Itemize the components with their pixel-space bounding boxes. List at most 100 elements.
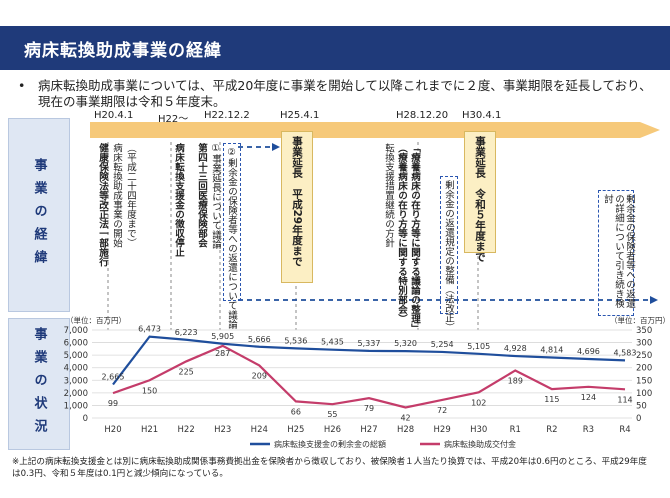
y-left-tick-label: 0 bbox=[83, 414, 88, 424]
y-right-tick-label: 350 bbox=[636, 326, 652, 336]
date-h20: H20.4.1 bbox=[94, 110, 134, 121]
data-label-s2: 115 bbox=[544, 395, 559, 404]
data-label-s2: 42 bbox=[400, 413, 410, 422]
date-h30: H30.4.1 bbox=[462, 110, 502, 121]
data-label-s1: 6,473 bbox=[138, 325, 161, 334]
data-label-s1: 5,254 bbox=[431, 340, 454, 349]
data-label-s1: 5,105 bbox=[467, 342, 490, 351]
data-label-s1: 5,536 bbox=[284, 336, 307, 345]
x-tick-label: R3 bbox=[583, 425, 594, 435]
x-tick-label: H27 bbox=[360, 425, 377, 435]
data-label-s1: 4,928 bbox=[504, 344, 527, 353]
data-label-s1: 2,665 bbox=[102, 372, 125, 381]
bullet: • bbox=[18, 78, 26, 93]
data-label-s2: 287 bbox=[215, 349, 230, 358]
y-right-tick-label: 100 bbox=[636, 389, 652, 399]
y-right-tick-label: 0 bbox=[636, 414, 641, 424]
future-review-box: 剰余金の保険者等への返還の詳細について引き続き検討 bbox=[598, 190, 635, 316]
event-continuation-policy: 転換支援措置継続の方針 bbox=[383, 143, 394, 248]
intro-text: 病床転換助成事業については、平成20年度に事業を開始して以降これまでに２度、事業… bbox=[38, 78, 652, 109]
page-title: 病床転換助成事業の経緯 bbox=[24, 41, 222, 61]
data-label-s1: 5,435 bbox=[321, 338, 344, 347]
data-label-s2: 124 bbox=[581, 393, 596, 402]
y-left-tick-label: 2,000 bbox=[64, 389, 88, 399]
x-tick-label: H28 bbox=[397, 425, 414, 435]
series-line-2 bbox=[112, 344, 626, 409]
legend-label-1: 病床転換支援金の剰余金の総額 bbox=[274, 439, 386, 449]
extension-box-2: 事業延長 令和５年度まで bbox=[464, 131, 496, 262]
data-label-s1: 6,223 bbox=[175, 328, 198, 337]
y-left-tick-label: 6,000 bbox=[64, 339, 88, 349]
event-insurance-committee: 第四十三回医療保険部会 bbox=[196, 143, 207, 248]
data-label-s1: 5,320 bbox=[394, 339, 417, 348]
data-label-s1: 4,814 bbox=[540, 345, 563, 354]
timeline-arrow bbox=[90, 122, 660, 138]
event-special-committee: （療養病床の在り方等に関する特別部会） bbox=[396, 143, 407, 324]
extension-box-1: 事業延長 平成29年度まで bbox=[281, 131, 313, 283]
y-left-tick-label: 7,000 bbox=[64, 326, 88, 336]
data-label-s1: 5,905 bbox=[211, 332, 234, 341]
section-label-history: 事業の経緯 bbox=[8, 118, 70, 312]
x-tick-label: H25 bbox=[287, 425, 304, 435]
event-law-revision: 剰余金の返還規定の整備（法改正） bbox=[443, 180, 454, 332]
y-right-tick-label: 300 bbox=[636, 339, 652, 349]
event-program-period: （平成二十四年度まで） bbox=[125, 143, 136, 248]
extension-1-text: 事業延長 平成29年度まで bbox=[291, 136, 303, 267]
arrow-head-1 bbox=[272, 143, 280, 151]
data-label-s1: 5,337 bbox=[358, 339, 381, 348]
date-h28: H28.12.20 bbox=[396, 110, 449, 121]
data-label-s2: 114 bbox=[617, 395, 632, 404]
x-tick-label: H21 bbox=[141, 425, 158, 435]
data-label-s2: 150 bbox=[142, 386, 157, 395]
legend-label-2: 病床転換助成交付金 bbox=[444, 439, 516, 449]
y-left-unit: （単位：百万円） bbox=[66, 315, 126, 325]
series-line-1 bbox=[112, 335, 626, 386]
date-h22-12: H22.12.2 bbox=[204, 110, 250, 121]
data-label-s2: 102 bbox=[471, 398, 486, 407]
y-right-tick-label: 50 bbox=[636, 401, 647, 411]
y-right-tick-label: 200 bbox=[636, 364, 652, 374]
y-left-tick-label: 5,000 bbox=[64, 351, 88, 361]
date-h25: H25.4.1 bbox=[280, 110, 320, 121]
x-tick-label: H24 bbox=[251, 425, 268, 435]
arrow-head-2 bbox=[650, 296, 658, 304]
data-label-s1: 4,696 bbox=[577, 347, 600, 356]
event-discussion-return: ②剰余金の保険者等への返還について議論 bbox=[226, 147, 237, 329]
section-label-history-text: 事業の経緯 bbox=[31, 157, 47, 273]
continuation-arrows bbox=[238, 146, 650, 301]
y-right-unit: （単位：百万円） bbox=[610, 315, 670, 325]
x-tick-label: H20 bbox=[104, 425, 121, 435]
data-label-s2: 225 bbox=[179, 367, 194, 376]
data-label-s1: 5,666 bbox=[248, 335, 271, 344]
data-label-s1: 4,583 bbox=[614, 348, 637, 357]
data-label-s2: 209 bbox=[252, 371, 267, 380]
section-label-status-text: 事業の状況 bbox=[31, 326, 47, 442]
date-h22: H22〜 bbox=[158, 114, 189, 125]
data-label-s2: 72 bbox=[437, 406, 447, 415]
x-tick-label: H22 bbox=[178, 425, 195, 435]
x-tick-label: R1 bbox=[510, 425, 521, 435]
intro-paragraph: • 病床転換助成事業については、平成20年度に事業を開始して以降これまでに２度、… bbox=[18, 78, 658, 110]
y-left-tick-label: 1,000 bbox=[64, 401, 88, 411]
section-label-status: 事業の状況 bbox=[8, 318, 70, 450]
footnote: ※上記の病床転換支援金とは別に病床転換助成関係事務費拠出金を保険者から徴収してお… bbox=[12, 457, 647, 479]
data-label-s2: 189 bbox=[508, 376, 523, 385]
x-tick-label: R4 bbox=[619, 425, 630, 435]
title-bar: 病床転換助成事業の経緯 bbox=[0, 26, 670, 70]
y-right-tick-label: 150 bbox=[636, 376, 652, 386]
event-law-enforcement: 健康保険法等改正法一部施行 bbox=[97, 143, 108, 267]
y-right-tick-label: 250 bbox=[636, 351, 652, 361]
data-label-s2: 55 bbox=[327, 410, 337, 419]
data-label-s2: 66 bbox=[291, 407, 301, 416]
x-tick-label: H23 bbox=[214, 425, 231, 435]
x-tick-label: R2 bbox=[546, 425, 557, 435]
x-tick-label: H29 bbox=[434, 425, 451, 435]
event-discussion-summary: 「療養病床の在り方等に関する議論の整理」 bbox=[409, 143, 420, 333]
event-discussion-extension: ①事業延長について議論 bbox=[210, 143, 221, 249]
event-collection-stop: 病床転換支援金の徴収停止 bbox=[173, 143, 184, 257]
event-program-start: 病床転換助成事業の開始 bbox=[111, 143, 122, 248]
law-revision-box: 剰余金の返還規定の整備（法改正） bbox=[440, 176, 458, 332]
data-label-s2: 79 bbox=[364, 404, 374, 413]
event-future-review: 剰余金の保険者等への返還の詳細について引き続き検討 bbox=[602, 194, 635, 308]
data-label-s2: 99 bbox=[108, 399, 118, 408]
